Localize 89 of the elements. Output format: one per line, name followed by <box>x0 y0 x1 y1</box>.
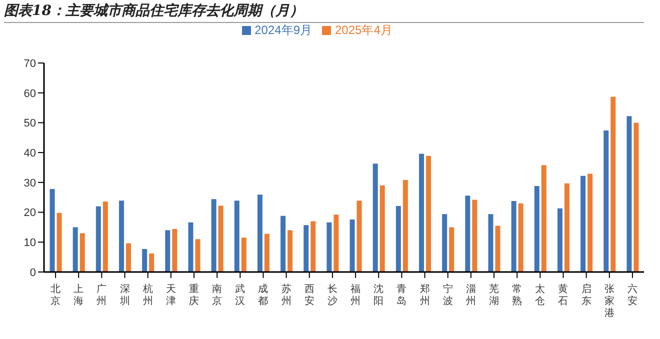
bar <box>126 243 131 272</box>
bar <box>495 226 500 272</box>
x-tick-label: 南京 <box>212 283 222 307</box>
x-tick-label: 长沙 <box>327 283 338 307</box>
x-tick-label: 常熟 <box>512 283 522 307</box>
legend-label: 2025年4月 <box>335 23 392 37</box>
bar <box>356 200 362 272</box>
chart-title: 图表18：主要城市商品住宅库存去化周期（月） <box>4 2 644 23</box>
x-tick-label: 广州 <box>96 283 107 307</box>
bar <box>172 229 178 272</box>
bar <box>372 164 378 272</box>
bar <box>442 214 448 272</box>
bar <box>119 200 124 272</box>
bar <box>304 225 309 272</box>
x-tick-label: 苏州 <box>281 283 292 307</box>
bar <box>541 165 546 272</box>
bar <box>234 200 240 272</box>
bar <box>72 227 78 272</box>
bar <box>80 233 85 272</box>
bar <box>449 227 454 272</box>
x-tick-label: 沈阳 <box>374 283 384 307</box>
bar <box>334 214 339 272</box>
bar <box>218 206 224 272</box>
bar <box>419 154 424 272</box>
y-tick-label: 60 <box>24 88 36 100</box>
bar <box>626 116 632 272</box>
bar <box>326 222 332 272</box>
x-tick-label: 天津 <box>166 284 176 307</box>
bar <box>142 249 148 272</box>
y-tick-label: 20 <box>24 207 36 220</box>
bar <box>50 188 55 272</box>
bar <box>264 234 270 272</box>
bar <box>380 185 385 272</box>
bar <box>426 156 431 272</box>
bar <box>288 230 293 272</box>
bar <box>241 238 246 272</box>
x-tick-label: 芜湖 <box>489 283 499 307</box>
y-tick-label: 70 <box>24 58 36 70</box>
bar <box>564 183 570 272</box>
bar <box>488 214 494 272</box>
bar <box>257 194 262 272</box>
x-tick-label: 成都 <box>258 283 268 307</box>
x-tick-label: 福州 <box>350 283 361 307</box>
x-tick-label: 西安 <box>304 284 314 307</box>
y-tick-label: 10 <box>24 237 36 250</box>
bar <box>634 122 639 272</box>
x-tick-label: 重庆 <box>189 283 199 307</box>
x-tick-label: 六安 <box>627 283 638 307</box>
x-tick-label: 郑州 <box>420 283 430 307</box>
y-tick-label: 50 <box>24 118 36 130</box>
bar <box>588 174 593 272</box>
x-tick-label: 淄州 <box>466 283 476 307</box>
x-tick-label: 启东 <box>581 283 592 307</box>
bar <box>511 200 516 272</box>
bar <box>188 222 194 272</box>
x-tick-label: 杭州 <box>142 283 153 307</box>
y-tick-label: 40 <box>24 147 36 160</box>
x-tick-label: 武汉 <box>235 283 246 307</box>
x-tick-label: 上海 <box>74 283 84 307</box>
x-tick-label: 深圳 <box>118 283 130 307</box>
x-tick-label: 太仓 <box>535 283 546 307</box>
bar <box>211 199 216 272</box>
bar <box>96 206 101 272</box>
bar <box>402 180 408 272</box>
x-tick-label: 北京 <box>50 283 61 307</box>
legend-label: 2024年9月 <box>254 23 312 37</box>
x-tick-label: 宁波 <box>442 283 453 307</box>
bar <box>610 96 616 272</box>
bar <box>56 212 62 272</box>
bar <box>557 208 562 272</box>
bar <box>604 130 609 272</box>
bar <box>280 216 286 272</box>
x-tick-label: 青岛 <box>396 283 407 307</box>
bar <box>534 186 540 272</box>
bar <box>310 221 316 272</box>
bar <box>102 202 108 272</box>
y-tick-label: 30 <box>24 177 36 190</box>
bar <box>518 203 524 272</box>
bar <box>472 200 478 272</box>
bar <box>195 239 200 272</box>
x-tick-label: 张家港 <box>604 283 614 319</box>
bar <box>350 219 355 272</box>
y-tick-label: 0 <box>30 266 36 279</box>
bar <box>149 253 154 272</box>
bar <box>580 176 586 272</box>
bar <box>396 206 401 272</box>
x-tick-label: 黄石 <box>558 283 568 307</box>
bar <box>465 196 470 272</box>
bar <box>165 230 170 272</box>
